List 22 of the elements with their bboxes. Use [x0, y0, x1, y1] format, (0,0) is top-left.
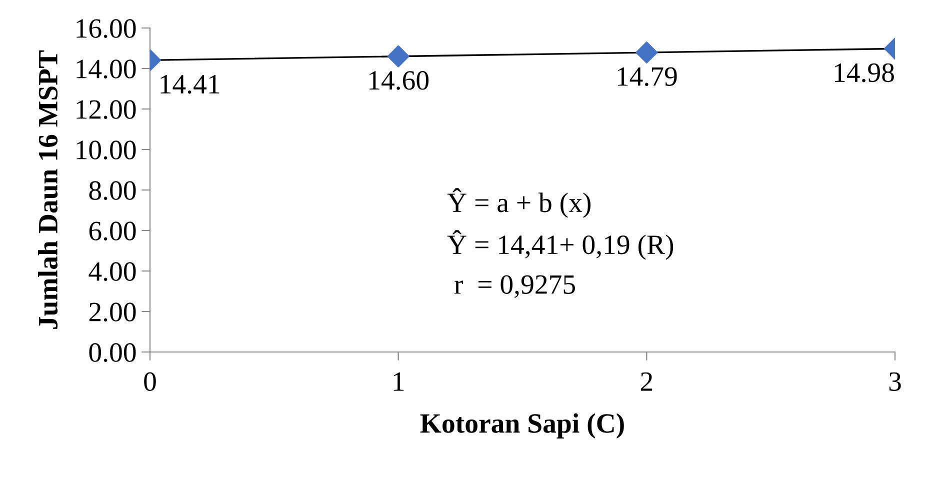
- x-tick-label: 1: [394, 372, 404, 391]
- x-tick-label: 2: [640, 372, 652, 391]
- y-tick-label: 8.00: [89, 181, 136, 200]
- x-tick-label: 3: [889, 372, 901, 391]
- y-tick-label: 6.00: [89, 222, 136, 241]
- annotation: r = 0,9275: [454, 275, 575, 298]
- y-tick-label: 10.00: [76, 140, 136, 160]
- x-tick-label: 0: [144, 372, 156, 391]
- data-label: 14.98: [834, 63, 894, 82]
- y-tick-label: 12.00: [76, 100, 136, 120]
- data-label: 14.79: [618, 67, 677, 86]
- y-tick-label: 4.00: [88, 262, 136, 282]
- annotation: Ŷ = a + b (x): [447, 188, 590, 218]
- data-label: 14.60: [370, 71, 429, 90]
- annotation: Ŷ = 14,41+ 0,19 (R): [447, 230, 674, 260]
- y-tick-label: 0.00: [89, 343, 136, 362]
- y-axis-title: Jumlah Daun 16 MSPT: [38, 50, 58, 329]
- y-tick-label: 2.00: [89, 302, 136, 322]
- x-axis-title: Kotoran Sapi (C): [420, 413, 624, 438]
- data-label: 14.41: [160, 75, 220, 94]
- y-tick-label: 16.00: [76, 19, 136, 38]
- y-tick-label: 14.00: [76, 60, 136, 79]
